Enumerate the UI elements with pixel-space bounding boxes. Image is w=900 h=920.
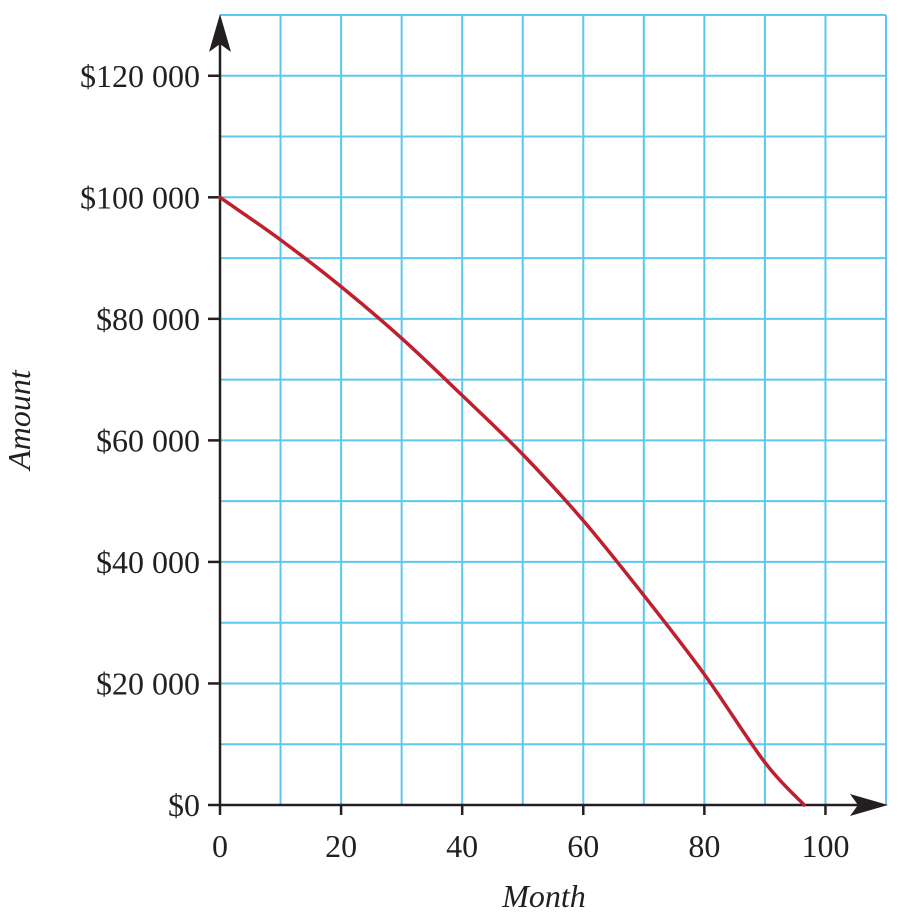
y-tick-label: $20 000 — [96, 665, 200, 701]
x-axis-arrow — [850, 794, 888, 816]
x-tick-label: 0 — [212, 828, 228, 864]
x-tick-label: 100 — [801, 828, 849, 864]
y-tick-label: $0 — [168, 787, 200, 823]
series-line — [218, 195, 807, 807]
y-axis-title: Amount — [1, 369, 37, 472]
tick-labels: $0 $20 000 $40 000 $60 000 $80 000 $100 000 $1… — [80, 58, 849, 864]
y-tick-label: $40 000 — [96, 544, 200, 580]
y-tick-label: $120 000 — [80, 58, 200, 94]
grid — [220, 14, 887, 805]
y-tick-label: $80 000 — [96, 301, 200, 337]
y-tick-label: $100 000 — [80, 179, 200, 215]
series — [218, 195, 807, 807]
x-tick-label: 80 — [688, 828, 720, 864]
y-tick-label: $60 000 — [96, 422, 200, 458]
axes — [209, 14, 888, 816]
x-tick-label: 40 — [446, 828, 478, 864]
ticks — [208, 74, 827, 815]
y-axis-arrow — [209, 14, 231, 52]
x-tick-label: 60 — [567, 828, 599, 864]
x-tick-label: 20 — [325, 828, 357, 864]
x-axis-title: Month — [501, 878, 586, 914]
